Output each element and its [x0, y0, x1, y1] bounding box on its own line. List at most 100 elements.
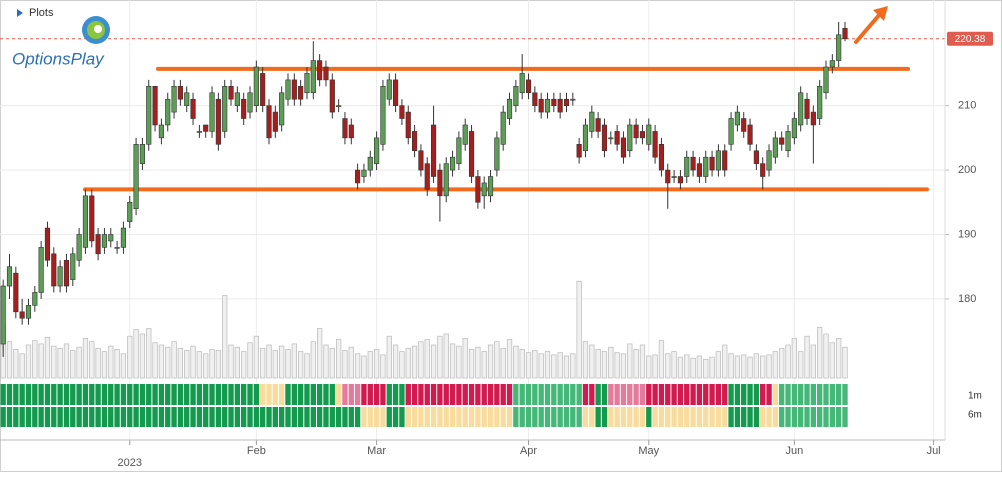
signal-cell [418, 384, 424, 405]
candle-body [481, 182, 487, 197]
candle-body [329, 79, 335, 113]
signal-cell [722, 384, 728, 405]
candle-body [836, 34, 842, 61]
volume-bar [437, 335, 443, 379]
signal-cell [272, 384, 279, 405]
signal-cell [582, 407, 589, 427]
signal-cell [671, 384, 677, 405]
signal-cell [19, 384, 25, 405]
candle-body [525, 79, 532, 94]
candle-body [513, 86, 519, 106]
signal-cell [114, 407, 120, 427]
plots-label[interactable]: Plots [29, 7, 54, 19]
volume-bar [285, 349, 291, 379]
volume-bar [500, 347, 506, 379]
volume-bar [633, 349, 639, 379]
candle-body [222, 86, 228, 132]
y-tick-label: 200 [958, 164, 976, 176]
candle-body [620, 137, 627, 158]
signal-cell [44, 407, 51, 427]
volume-bar [842, 346, 848, 379]
signal-cell [0, 384, 6, 405]
candle-body [690, 156, 696, 171]
plots-toggle[interactable]: Plots [17, 7, 54, 19]
candle-body [323, 66, 329, 81]
candle-body [557, 98, 563, 113]
volume-bar [120, 353, 127, 379]
x-tick-label: Jun [785, 445, 803, 457]
candle-body [810, 111, 816, 126]
candle-body [165, 98, 171, 126]
signal-cell [184, 407, 190, 427]
signal-cell [139, 407, 146, 427]
candle-body [551, 98, 557, 106]
signal-cell [253, 384, 260, 405]
volume-bar [392, 344, 399, 379]
signal-cell [551, 407, 557, 427]
signal-cell [532, 407, 538, 427]
candle-body [696, 163, 702, 177]
volume-bar [361, 355, 367, 379]
signal-cell [209, 384, 215, 405]
signal-cell [835, 407, 842, 427]
signal-cell [361, 407, 367, 427]
last-price-tag [947, 31, 993, 46]
signal-cell [563, 384, 570, 405]
signal-cell [646, 384, 652, 405]
toggle-icon[interactable] [17, 9, 23, 17]
signal-cell [538, 384, 544, 405]
signal-cell [13, 384, 19, 405]
signal-cell [696, 384, 703, 405]
volume-bar [696, 355, 703, 379]
signal-cell [513, 407, 519, 427]
signal-cell [449, 407, 456, 427]
volume-bar [576, 280, 582, 379]
signal-cell [481, 407, 487, 427]
signal-cell [158, 384, 165, 405]
signal-cell [329, 407, 335, 427]
candle-body [405, 111, 411, 139]
y-tick-label: 180 [958, 293, 976, 305]
signal-cell [816, 384, 823, 405]
volume-bar [798, 351, 804, 379]
signal-cell [241, 407, 247, 427]
signal-cell [684, 407, 690, 427]
candle-body [101, 234, 108, 248]
signal-cell [323, 407, 329, 427]
volume-bar [203, 353, 209, 379]
candle-body [804, 98, 810, 119]
volume-bar [165, 346, 171, 379]
candle-body [462, 124, 468, 145]
signal-cell [785, 407, 791, 427]
signal-cell [32, 407, 38, 427]
candle-body [823, 66, 829, 94]
candle-body [317, 60, 323, 81]
signal-cell [772, 384, 779, 405]
volume-bar [279, 345, 285, 379]
signal-cell [392, 407, 399, 427]
x-tick-label: Apr [520, 445, 537, 457]
signal-cell [234, 407, 241, 427]
candle-body [177, 86, 183, 100]
candle-body [184, 92, 190, 106]
signal-cell [544, 407, 551, 427]
signal-cell [677, 384, 684, 405]
signal-cell [842, 407, 848, 427]
signal-cell [120, 384, 127, 405]
volume-bar [582, 341, 589, 379]
volume-layer [0, 280, 848, 379]
volume-bar [139, 333, 146, 379]
signal-cell [810, 407, 817, 427]
signal-cell [234, 384, 241, 405]
signal-cell [329, 384, 335, 405]
signal-cell [703, 384, 709, 405]
signal-cell [823, 407, 829, 427]
candle-body [722, 150, 728, 171]
volume-bar [747, 356, 753, 379]
signal-cell [468, 407, 475, 427]
volume-bar [70, 350, 76, 379]
signal-cell [570, 384, 576, 405]
volume-bar [620, 353, 627, 379]
signal-cell [386, 407, 392, 427]
